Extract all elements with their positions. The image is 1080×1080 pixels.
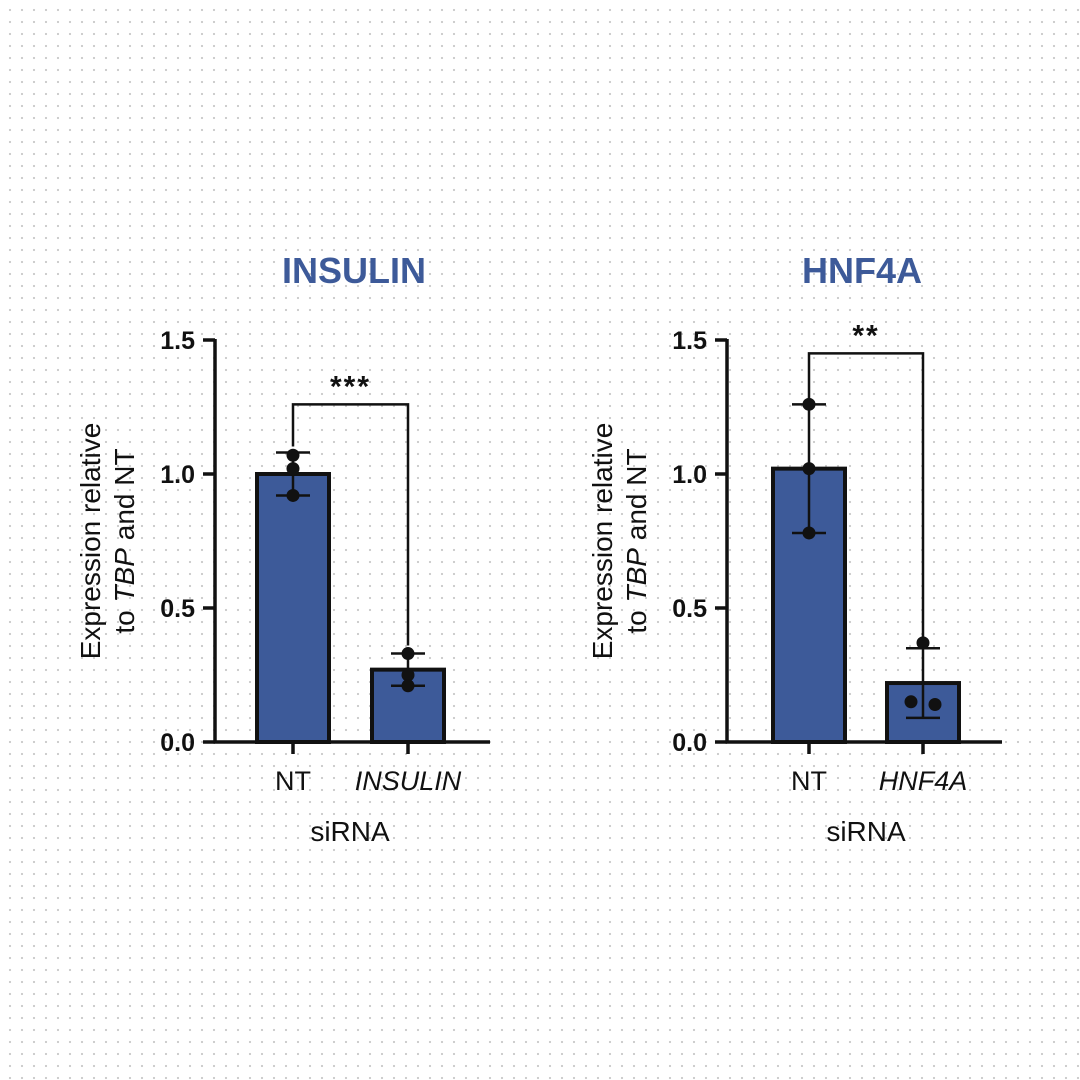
x-axis-label: siRNA	[310, 816, 390, 847]
y-axis-label-line2-prefix: to	[109, 602, 140, 633]
data-point	[802, 462, 816, 476]
y-tick-label: 0.0	[160, 729, 195, 757]
bar-nt	[255, 472, 331, 744]
y-axis-label-line2: to TBP and NT	[621, 448, 652, 633]
y-axis-label-gene: TBP	[109, 548, 140, 603]
x-tick-label: INSULIN	[355, 766, 462, 796]
data-point	[928, 697, 942, 711]
chart-panel-hnf4a: HNF4A 0.0 0.5 1.0 1.5 Expression relative to T…	[587, 250, 1002, 847]
data-point	[904, 695, 918, 709]
y-axis-label-line1: Expression relative	[75, 423, 106, 660]
data-point	[401, 679, 415, 693]
y-tick-label: 1.0	[672, 461, 707, 489]
x-tick-label: HNF4A	[879, 766, 968, 796]
x-tick-label: NT	[791, 766, 827, 796]
data-point	[916, 636, 930, 650]
data-point	[802, 397, 816, 411]
y-axis-label-line2-prefix: to	[621, 602, 652, 633]
data-point	[286, 462, 300, 476]
x-tick-label: NT	[275, 766, 311, 796]
y-axis-label-line1: Expression relative	[587, 423, 618, 660]
y-axis-label-line2: to TBP and NT	[109, 448, 140, 633]
y-axis-label: Expression relative to TBP and NT	[75, 423, 140, 660]
data-point	[802, 526, 816, 540]
chart-panel-insulin: INSULIN 0.0 0.5 1.0 1.5 Expression relative to…	[75, 250, 490, 847]
y-tick-label: 0.5	[672, 595, 707, 623]
data-point	[401, 668, 415, 682]
y-tick-label: 1.5	[672, 327, 707, 355]
x-axis-label: siRNA	[826, 816, 906, 847]
chart-title: HNF4A	[802, 250, 922, 291]
significance-label: ***	[330, 370, 371, 403]
y-tick-label: 0.0	[672, 729, 707, 757]
y-axis-label-line2-suffix: and NT	[109, 448, 140, 548]
data-point	[286, 488, 300, 502]
significance-bracket	[291, 403, 410, 646]
y-tick-label: 0.5	[160, 595, 195, 623]
y-tick-label: 1.5	[160, 327, 195, 355]
y-axis-label: Expression relative to TBP and NT	[587, 423, 652, 660]
y-axis-label-gene: TBP	[621, 548, 652, 603]
y-tick-label: 1.0	[160, 461, 195, 489]
data-point	[286, 448, 300, 462]
y-axis-label-line2-suffix: and NT	[621, 448, 652, 548]
significance-bracket	[807, 352, 925, 641]
chart-title: INSULIN	[282, 250, 426, 291]
significance-label: **	[852, 319, 879, 352]
data-point	[401, 647, 415, 661]
